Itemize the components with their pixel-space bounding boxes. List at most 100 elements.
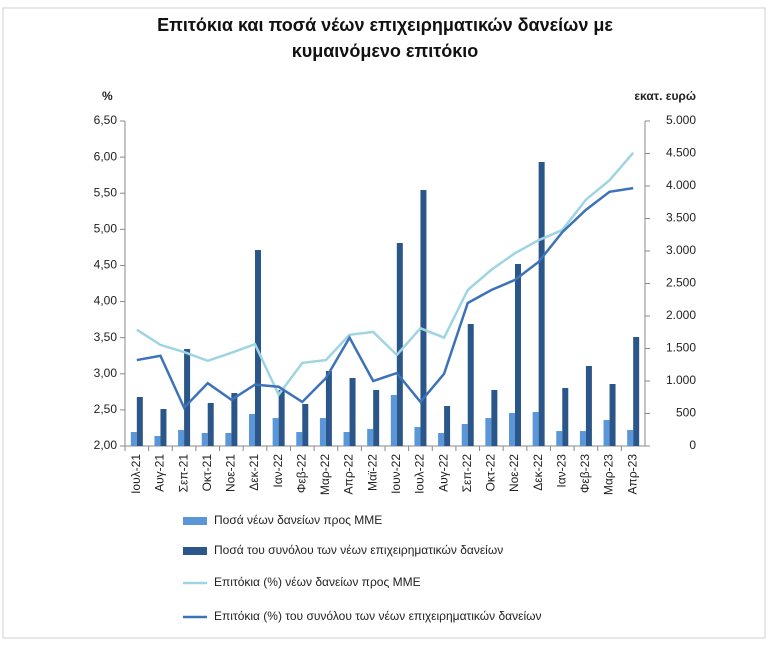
line-series xyxy=(136,186,634,410)
y2-tick-label: 2.000 xyxy=(666,308,696,322)
bar xyxy=(627,430,634,446)
y-tick-label: 4,50 xyxy=(94,258,118,272)
y-tick-label: 2,00 xyxy=(94,438,118,452)
bar xyxy=(414,427,421,446)
bar xyxy=(390,394,397,446)
x-tick-label: Ιουλ-22 xyxy=(413,454,427,494)
bar xyxy=(538,162,545,446)
x-tick-label: Φεβ-22 xyxy=(294,454,308,493)
x-tick-label: Αυγ-22 xyxy=(436,454,450,492)
bar xyxy=(367,428,374,446)
bar xyxy=(420,190,427,446)
x-tick-label: Απρ-22 xyxy=(342,454,356,495)
y2-tick-label: 1.500 xyxy=(666,341,696,355)
x-tick-label: Φεβ-23 xyxy=(578,454,592,493)
bar xyxy=(225,433,232,446)
x-tick-label: Ιαν-23 xyxy=(554,454,568,488)
y2-tick-label: 5.000 xyxy=(666,113,696,127)
bar xyxy=(201,433,208,446)
bar xyxy=(343,432,350,446)
bar xyxy=(467,323,474,446)
y2-tick-label: 4.000 xyxy=(666,178,696,192)
y-axis-label: % xyxy=(102,89,113,103)
x-tick-label: Αυγ-21 xyxy=(153,454,167,492)
bar xyxy=(485,418,492,446)
bar xyxy=(302,404,309,446)
bar xyxy=(509,412,515,446)
y2-tick-label: 2.500 xyxy=(666,276,696,290)
y2-tick-label: 1.000 xyxy=(666,373,696,387)
y2-tick-label: 500 xyxy=(676,406,696,420)
bar xyxy=(603,420,610,446)
bar xyxy=(461,424,468,446)
bar xyxy=(319,418,326,446)
legend-label: Επιτόκια (%) του συνόλου των νέων επιχει… xyxy=(214,609,542,623)
bar xyxy=(532,412,539,446)
y-tick-label: 6,00 xyxy=(94,149,118,163)
y-tick-label: 6,50 xyxy=(94,113,118,127)
x-tick-label: Δεκ-22 xyxy=(531,454,545,491)
y2-axis-label: εκατ. ευρώ xyxy=(634,89,696,103)
bar xyxy=(160,409,167,446)
x-tick-label: Σεπ-22 xyxy=(460,454,474,493)
y-tick-label: 3,00 xyxy=(94,366,118,380)
y2-tick-label: 3.500 xyxy=(666,211,696,225)
legend-label: Ποσά του συνόλου των νέων επιχειρηματικώ… xyxy=(214,543,503,557)
bar xyxy=(562,388,569,446)
bar xyxy=(444,406,451,446)
bar xyxy=(231,393,238,446)
legend-label: Ποσά νέων δανείων προς ΜΜΕ xyxy=(214,513,382,527)
x-tick-label: Ιουλ-21 xyxy=(129,454,143,494)
bar xyxy=(278,389,285,446)
chart-title: Επιτόκια και ποσά νέων επιχειρηματικών δ… xyxy=(157,15,613,61)
bar xyxy=(154,435,161,446)
x-tick-label: Μαρ-22 xyxy=(318,454,332,495)
bar xyxy=(491,389,498,446)
bar xyxy=(249,414,255,446)
bar xyxy=(438,433,445,446)
x-tick-label: Σεπ-21 xyxy=(176,454,190,493)
x-tick-label: Ιουν-22 xyxy=(389,454,403,494)
x-tick-label: Απρ-23 xyxy=(625,454,639,495)
x-tick-label: Δεκ-21 xyxy=(247,454,261,491)
bar xyxy=(136,396,143,446)
y-tick-label: 5,50 xyxy=(94,185,118,199)
bar xyxy=(633,336,640,446)
y2-tick-label: 3.000 xyxy=(666,243,696,257)
bar xyxy=(184,349,191,446)
y-tick-label: 5,00 xyxy=(94,222,118,236)
legend-label: Επιτόκια (%) νέων δανείων προς ΜΜΕ xyxy=(214,575,421,589)
bar xyxy=(130,432,137,446)
bar xyxy=(585,365,592,446)
y-tick-label: 3,50 xyxy=(94,330,118,344)
x-tick-label: Νοε-21 xyxy=(224,454,238,492)
legend-swatch xyxy=(183,517,207,525)
x-tick-label: Ιαν-22 xyxy=(271,454,285,488)
y2-tick-label: 4.500 xyxy=(666,146,696,160)
legend-swatch xyxy=(183,547,207,555)
bar xyxy=(556,431,563,446)
bar xyxy=(515,264,521,446)
bar xyxy=(396,243,403,446)
x-tick-label: Οκτ-21 xyxy=(200,454,214,492)
y2-tick-label: 0 xyxy=(689,438,696,452)
bar xyxy=(373,389,380,446)
line-series xyxy=(136,151,635,398)
bar xyxy=(349,378,356,446)
bar xyxy=(272,418,279,446)
bar xyxy=(178,430,185,446)
bar xyxy=(325,370,332,446)
y-tick-label: 2,50 xyxy=(94,402,118,416)
x-tick-label: Μαϊ-22 xyxy=(365,454,379,491)
x-tick-label: Νοε-22 xyxy=(507,454,521,492)
frame xyxy=(2,7,766,639)
x-tick-label: Οκτ-22 xyxy=(484,454,498,492)
bar xyxy=(579,431,586,446)
bar xyxy=(609,383,616,446)
y-tick-label: 4,00 xyxy=(94,294,118,308)
bar xyxy=(296,432,303,446)
x-tick-label: Μαρ-23 xyxy=(602,454,616,495)
bar xyxy=(207,402,214,446)
